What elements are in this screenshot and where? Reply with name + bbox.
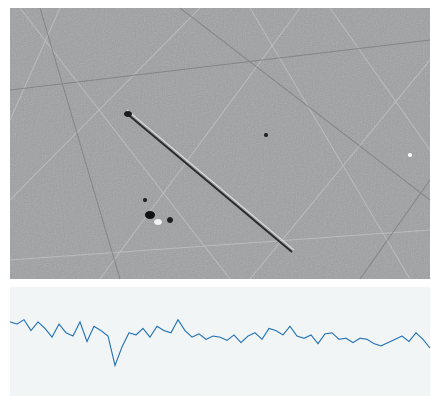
plot-area bbox=[10, 287, 430, 396]
profile-line bbox=[9, 318, 431, 368]
surface-image bbox=[9, 7, 431, 280]
